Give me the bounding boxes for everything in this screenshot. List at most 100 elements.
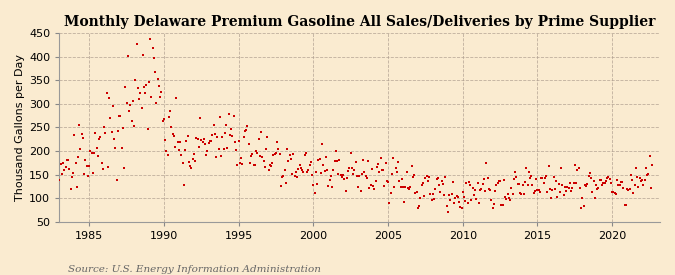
Point: [362, 158, 373, 163]
Point: [167, 132, 178, 136]
Point: [501, 197, 512, 201]
Point: [557, 182, 568, 187]
Point: [103, 165, 113, 169]
Point: [427, 192, 438, 197]
Point: [626, 178, 637, 182]
Point: [536, 176, 547, 181]
Point: [193, 145, 204, 149]
Point: [348, 172, 358, 176]
Point: [566, 188, 576, 193]
Point: [219, 130, 230, 135]
Point: [523, 170, 534, 174]
Point: [74, 123, 84, 127]
Point: [638, 182, 649, 187]
Point: [507, 192, 518, 197]
Point: [383, 180, 394, 184]
Title: Monthly Delaware Premium Gasoline All Sales/Deliveries by Prime Supplier: Monthly Delaware Premium Gasoline All Sa…: [64, 15, 655, 29]
Point: [244, 161, 255, 166]
Point: [202, 148, 213, 153]
Point: [620, 203, 631, 207]
Point: [89, 150, 100, 155]
Point: [79, 172, 90, 176]
Point: [604, 176, 615, 181]
Point: [619, 203, 630, 207]
Point: [166, 125, 177, 129]
Point: [470, 188, 481, 192]
Point: [181, 139, 192, 144]
Point: [136, 105, 147, 110]
Point: [574, 185, 585, 190]
Point: [335, 173, 346, 177]
Point: [306, 172, 317, 177]
Point: [497, 202, 508, 207]
Point: [389, 185, 400, 189]
Point: [516, 192, 526, 197]
Point: [450, 196, 461, 200]
Point: [274, 152, 285, 156]
Point: [65, 187, 76, 191]
Point: [554, 190, 565, 194]
Point: [142, 127, 153, 131]
Point: [247, 152, 258, 156]
Point: [324, 178, 335, 182]
Point: [377, 168, 387, 172]
Point: [418, 194, 429, 199]
Point: [533, 188, 544, 192]
Point: [537, 176, 548, 180]
Point: [402, 169, 412, 174]
Point: [576, 206, 587, 210]
Point: [188, 151, 199, 156]
Point: [191, 136, 202, 141]
Point: [80, 158, 91, 163]
Point: [113, 129, 124, 133]
Point: [418, 181, 429, 185]
Point: [542, 190, 553, 195]
Point: [221, 123, 232, 127]
Point: [234, 161, 245, 166]
Point: [577, 196, 588, 200]
Point: [186, 166, 196, 170]
Point: [585, 171, 595, 175]
Point: [392, 170, 402, 174]
Point: [64, 167, 75, 172]
Point: [232, 163, 243, 167]
Point: [475, 188, 485, 192]
Point: [190, 159, 200, 163]
Point: [217, 135, 228, 139]
Point: [148, 55, 159, 60]
Point: [380, 160, 391, 165]
Point: [297, 168, 308, 172]
Point: [242, 123, 252, 128]
Point: [340, 188, 351, 193]
Point: [293, 167, 304, 171]
Point: [287, 172, 298, 177]
Point: [269, 152, 280, 156]
Point: [306, 160, 317, 164]
Point: [281, 181, 292, 185]
Point: [272, 140, 283, 144]
Point: [370, 179, 381, 184]
Point: [637, 177, 647, 182]
Point: [315, 171, 326, 175]
Point: [259, 164, 270, 169]
Point: [461, 181, 472, 185]
Point: [588, 179, 599, 183]
Point: [647, 163, 657, 167]
Point: [375, 156, 386, 160]
Point: [390, 165, 401, 170]
Point: [308, 183, 319, 187]
Point: [462, 201, 473, 206]
Point: [384, 200, 395, 205]
Point: [175, 140, 186, 144]
Point: [610, 192, 621, 196]
Point: [323, 184, 333, 188]
Point: [551, 179, 562, 183]
Point: [355, 188, 366, 193]
Point: [466, 198, 477, 203]
Point: [360, 174, 371, 178]
Text: Source: U.S. Energy Information Administration: Source: U.S. Energy Information Administ…: [68, 265, 321, 274]
Point: [250, 149, 261, 153]
Point: [344, 166, 355, 170]
Point: [200, 142, 211, 147]
Point: [567, 186, 578, 190]
